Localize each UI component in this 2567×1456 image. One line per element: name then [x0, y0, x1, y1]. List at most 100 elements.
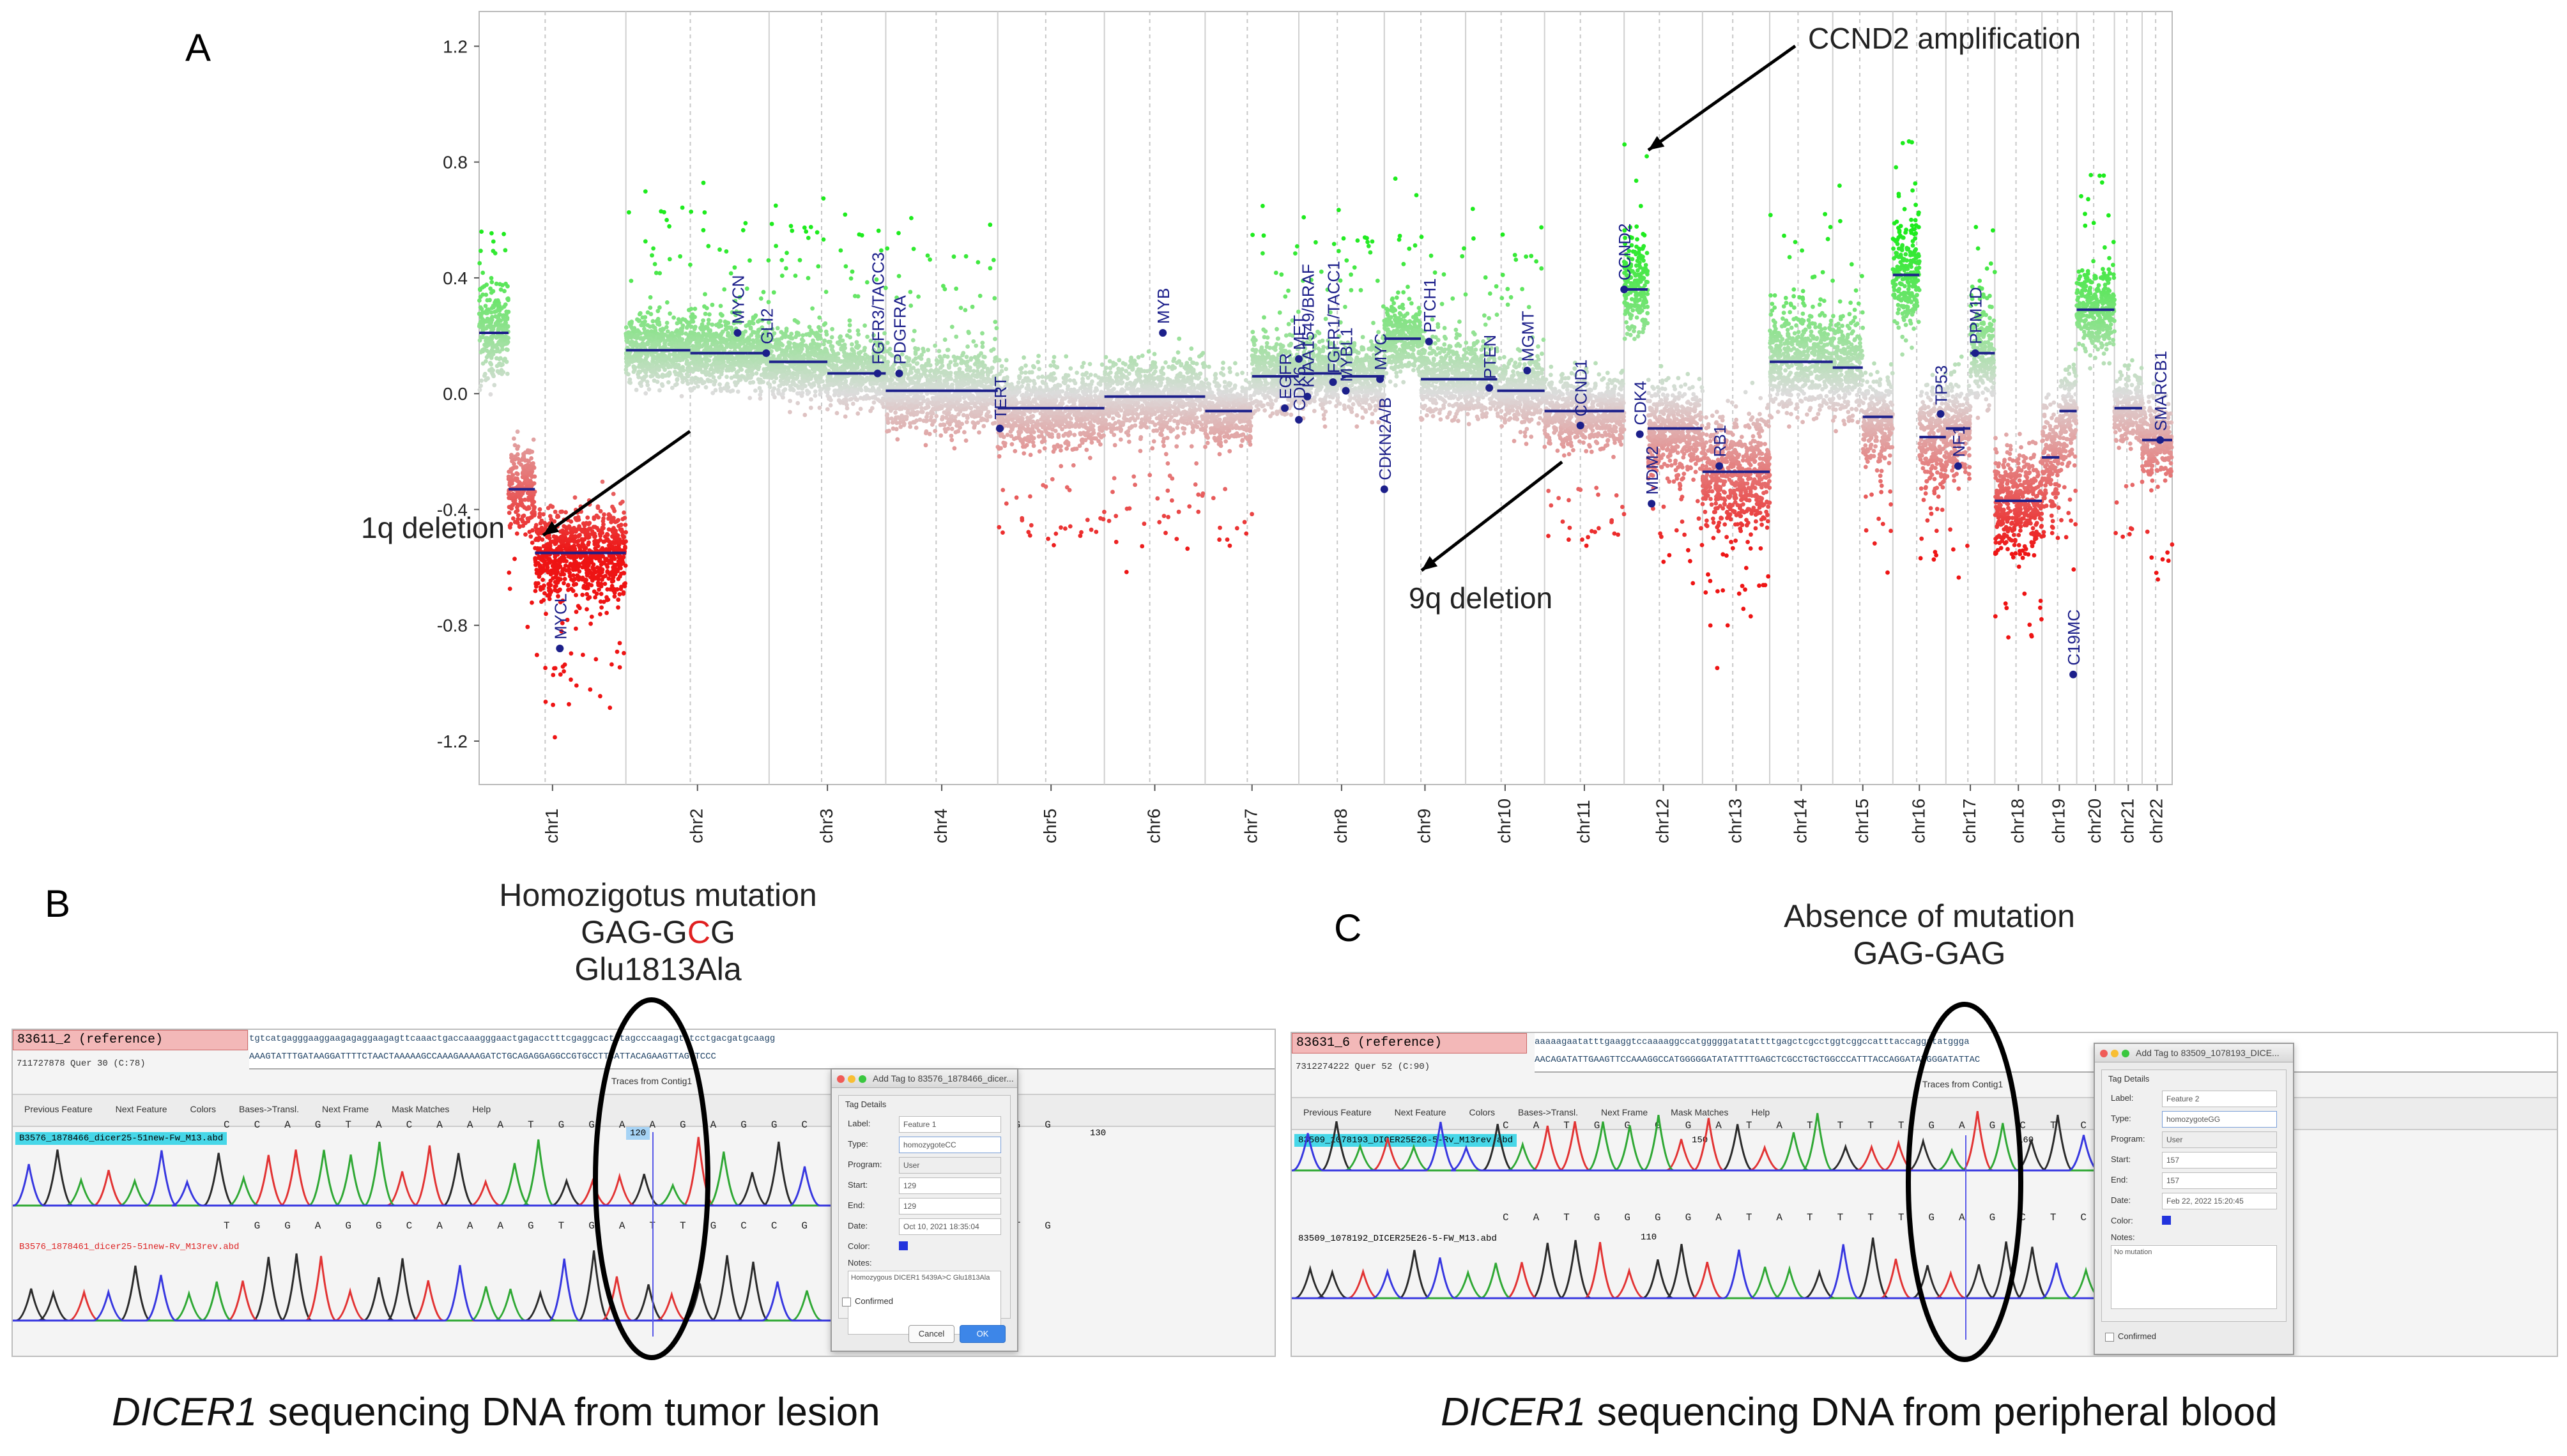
- data-point: [656, 374, 661, 379]
- data-point: [897, 365, 901, 371]
- data-point: [489, 320, 494, 325]
- data-point: [506, 309, 511, 314]
- data-point: [580, 553, 585, 558]
- data-point: [795, 320, 801, 325]
- data-point: [988, 369, 993, 374]
- data-point: [608, 705, 613, 710]
- data-point: [510, 473, 515, 477]
- data-point: [505, 348, 510, 352]
- data-point: [942, 422, 947, 427]
- data-point: [667, 364, 672, 369]
- data-point: [503, 248, 508, 253]
- data-point: [758, 396, 763, 401]
- data-point: [910, 338, 916, 342]
- data-point: [638, 310, 643, 316]
- data-point: [680, 205, 685, 210]
- data-point: [753, 344, 758, 349]
- data-point: [889, 416, 894, 421]
- data-point: [622, 584, 627, 588]
- data-point: [594, 513, 599, 518]
- data-point: [627, 379, 632, 385]
- data-point: [647, 332, 652, 337]
- data-point: [942, 397, 947, 401]
- data-point: [494, 364, 500, 369]
- data-point: [541, 512, 546, 517]
- data-point: [963, 373, 968, 378]
- data-point: [944, 382, 948, 387]
- data-point: [855, 397, 859, 402]
- data-point: [505, 371, 510, 376]
- data-point: [553, 535, 558, 540]
- data-point: [498, 342, 503, 348]
- data-point: [521, 523, 526, 528]
- data-point: [911, 247, 916, 251]
- data-point: [493, 251, 498, 256]
- data-point: [517, 525, 522, 529]
- data-point: [592, 516, 597, 521]
- data-point: [785, 371, 790, 376]
- data-point: [543, 666, 548, 670]
- data-point: [806, 236, 811, 240]
- data-point: [546, 505, 551, 510]
- data-point: [946, 426, 951, 431]
- data-point: [592, 589, 597, 594]
- data-point: [689, 314, 694, 319]
- data-point: [506, 335, 511, 341]
- data-point: [829, 357, 833, 362]
- data-point: [924, 431, 928, 436]
- data-point: [839, 377, 845, 381]
- data-point: [491, 239, 496, 244]
- data-point: [706, 243, 711, 249]
- data-point: [993, 337, 997, 341]
- data-point: [898, 406, 902, 411]
- data-point: [603, 556, 608, 562]
- data-point: [602, 581, 608, 586]
- data-point: [600, 479, 605, 484]
- data-point: [689, 307, 694, 311]
- data-point: [560, 509, 565, 514]
- data-point: [542, 558, 547, 563]
- data-point: [942, 403, 947, 408]
- data-point: [890, 420, 895, 425]
- data-point: [577, 606, 582, 611]
- data-point: [909, 216, 914, 220]
- data-point: [678, 358, 683, 363]
- data-point: [647, 336, 651, 341]
- data-point: [859, 233, 864, 238]
- data-point: [945, 355, 950, 359]
- data-point: [710, 390, 716, 395]
- data-point: [905, 409, 910, 414]
- data-point: [537, 572, 542, 577]
- data-point: [552, 519, 557, 524]
- data-point: [640, 362, 645, 367]
- data-point: [967, 330, 971, 335]
- data-point: [939, 433, 944, 438]
- data-point: [704, 371, 709, 376]
- data-point: [957, 367, 962, 371]
- data-point: [734, 370, 739, 375]
- panel-a-label: A: [185, 26, 211, 69]
- data-point: [735, 343, 740, 348]
- data-point: [707, 334, 712, 339]
- data-point: [700, 333, 705, 338]
- data-point: [680, 379, 685, 385]
- data-point: [955, 406, 960, 411]
- data-point: [977, 430, 981, 435]
- data-point: [829, 335, 834, 340]
- data-point: [536, 537, 541, 541]
- data-point: [538, 567, 542, 572]
- data-point: [853, 390, 858, 394]
- data-point: [664, 300, 670, 305]
- data-point: [867, 377, 872, 382]
- data-point: [847, 318, 852, 323]
- data-point: [478, 295, 483, 299]
- data-point: [553, 509, 558, 514]
- data-point: [563, 510, 568, 515]
- data-point: [534, 584, 539, 589]
- data-point: [716, 347, 721, 352]
- data-point: [509, 521, 513, 526]
- data-point: [581, 560, 585, 565]
- data-point: [722, 287, 727, 292]
- data-point: [791, 381, 795, 387]
- data-point: [908, 424, 913, 429]
